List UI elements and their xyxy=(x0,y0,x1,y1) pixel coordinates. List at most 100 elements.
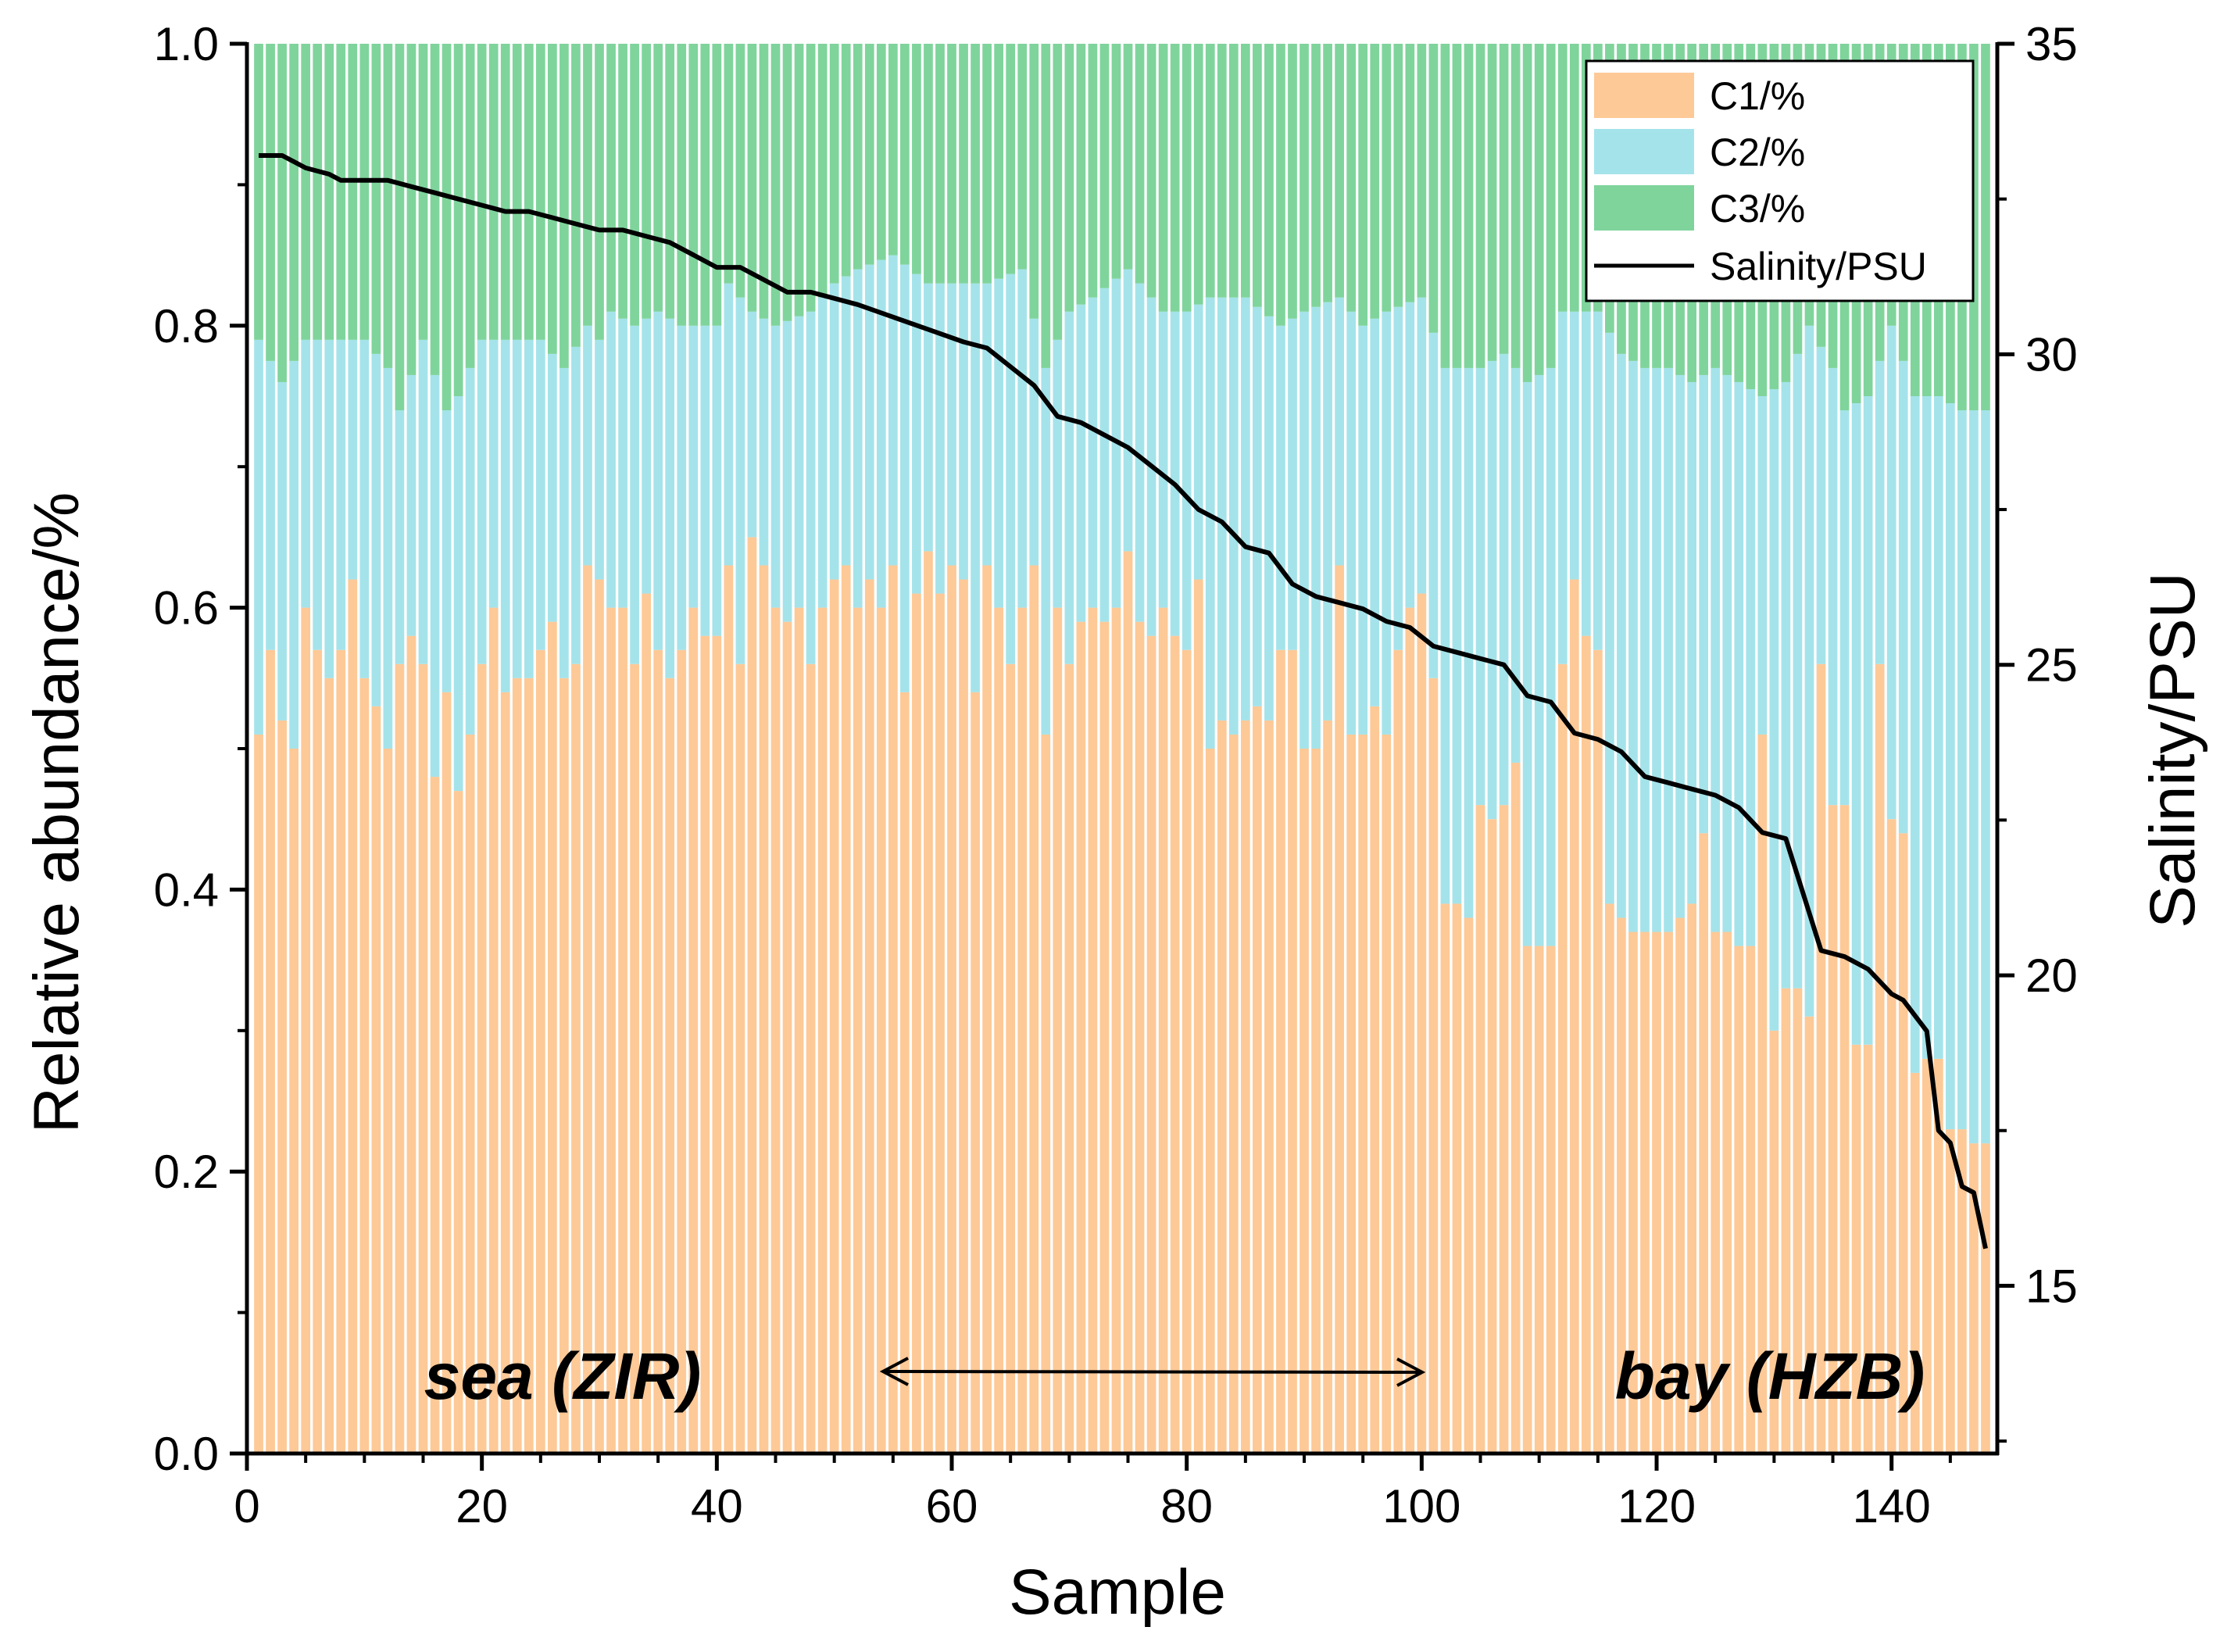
bar-c3 xyxy=(559,44,569,368)
bar-c3 xyxy=(841,44,851,277)
bar-c1 xyxy=(266,649,275,1454)
bar-c1 xyxy=(1452,903,1462,1454)
bar-c3 xyxy=(1464,44,1474,368)
bar-c3 xyxy=(1452,44,1462,368)
bar-c2 xyxy=(924,283,933,552)
ticks-layer: 0.0 0.2 0.4 0.6 0.8 1.0 15 20 25 30 35 0 20 40 60 80 100… xyxy=(154,18,2078,1532)
bar-c3 xyxy=(912,44,921,274)
bar-c2 xyxy=(324,339,334,678)
bar-c2 xyxy=(688,325,699,608)
y-tick-label: 0.0 xyxy=(154,1428,219,1480)
bar-c2 xyxy=(1346,311,1357,735)
bar-c1 xyxy=(912,593,921,1454)
bar-c1 xyxy=(888,565,898,1454)
bar-c3 xyxy=(524,44,534,340)
bar-c2 xyxy=(418,339,428,664)
bar-c1 xyxy=(1605,903,1614,1454)
bar-c1 xyxy=(1475,805,1485,1454)
legend-swatch-c2 xyxy=(1594,129,1694,174)
x-tick-label: 20 xyxy=(456,1480,508,1532)
bar-c1 xyxy=(1581,635,1591,1454)
bar-c2 xyxy=(1487,360,1497,820)
bar-c2 xyxy=(653,311,663,650)
bar-c1 xyxy=(595,579,604,1454)
bar-c2 xyxy=(371,353,381,706)
bar-c1 xyxy=(583,565,592,1454)
bar-c1 xyxy=(1346,734,1357,1454)
bar-c1 xyxy=(1522,946,1532,1454)
bar-c2 xyxy=(1475,367,1485,806)
bar-c1 xyxy=(1205,749,1215,1454)
bar-c1 xyxy=(1957,1129,1967,1454)
bar-c2 xyxy=(1722,374,1732,932)
bar-c1 xyxy=(1006,663,1016,1454)
bar-c3 xyxy=(453,44,463,396)
bar-c3 xyxy=(959,44,968,284)
bar-c1 xyxy=(1335,565,1344,1454)
y-tick-label: 0.6 xyxy=(154,582,219,635)
bar-c1 xyxy=(817,607,828,1454)
bar-c2 xyxy=(1135,283,1145,622)
bar-c3 xyxy=(1311,44,1321,307)
bar-c2 xyxy=(618,318,627,608)
y-axis-title: Relative abundance/% xyxy=(21,492,92,1134)
bar-c1 xyxy=(1181,649,1192,1454)
bar-c2 xyxy=(700,325,710,636)
bar-c1 xyxy=(1417,593,1427,1454)
bar-c3 xyxy=(1346,44,1357,312)
bar-c1 xyxy=(1311,749,1321,1454)
double-arrow xyxy=(879,1357,1426,1387)
bar-c3 xyxy=(1099,44,1110,288)
bar-c2 xyxy=(1534,374,1544,946)
bar-c1 xyxy=(947,565,956,1454)
bar-c2 xyxy=(806,311,816,664)
y2-tick-label: 20 xyxy=(2025,949,2078,1002)
bar-c1 xyxy=(982,565,992,1454)
bar-c3 xyxy=(665,44,675,319)
legend: C1/% C2/% C3/% Salinity/PSU xyxy=(1585,59,1975,302)
bar-c3 xyxy=(512,44,522,340)
bar-c2 xyxy=(770,325,781,608)
bar-c2 xyxy=(1569,311,1579,580)
bar-c2 xyxy=(500,339,510,692)
bar-c3 xyxy=(1111,44,1121,279)
bar-c2 xyxy=(864,264,874,580)
bar-c2 xyxy=(947,283,956,566)
bar-c3 xyxy=(782,44,792,321)
y2-tick-label: 15 xyxy=(2025,1260,2078,1312)
bar-c1 xyxy=(665,678,675,1454)
bar-c2 xyxy=(1017,269,1028,608)
bar-c2 xyxy=(853,269,863,608)
bar-c3 xyxy=(1228,44,1239,298)
bar-c1 xyxy=(418,663,428,1454)
bar-c1 xyxy=(548,621,557,1454)
x-tick-label: 40 xyxy=(691,1480,743,1532)
bar-c2 xyxy=(817,297,828,608)
bar-c1 xyxy=(1628,931,1638,1454)
bar-c1 xyxy=(1240,720,1250,1454)
bar-c1 xyxy=(1499,805,1509,1454)
bar-c2 xyxy=(277,381,287,721)
bar-c2 xyxy=(1076,304,1086,622)
bar-c1 xyxy=(606,607,616,1454)
bar-c2 xyxy=(1734,381,1744,946)
bar-c3 xyxy=(1017,44,1028,270)
bar-c3 xyxy=(1475,44,1485,368)
bar-c1 xyxy=(1428,678,1439,1454)
bar-c2 xyxy=(289,360,299,749)
bar-c2 xyxy=(1088,297,1098,608)
bar-c2 xyxy=(1181,311,1192,650)
bar-c3 xyxy=(1158,44,1168,312)
bar-c3 xyxy=(1569,44,1579,312)
bar-c2 xyxy=(1711,367,1721,932)
bar-c2 xyxy=(313,339,323,650)
legend-swatch-c3 xyxy=(1594,185,1694,231)
bar-c3 xyxy=(712,44,722,326)
bar-c2 xyxy=(348,339,358,580)
bar-c3 xyxy=(1546,44,1556,368)
bar-c3 xyxy=(606,44,616,312)
bar-c3 xyxy=(1029,44,1039,319)
bar-c1 xyxy=(1816,663,1826,1454)
